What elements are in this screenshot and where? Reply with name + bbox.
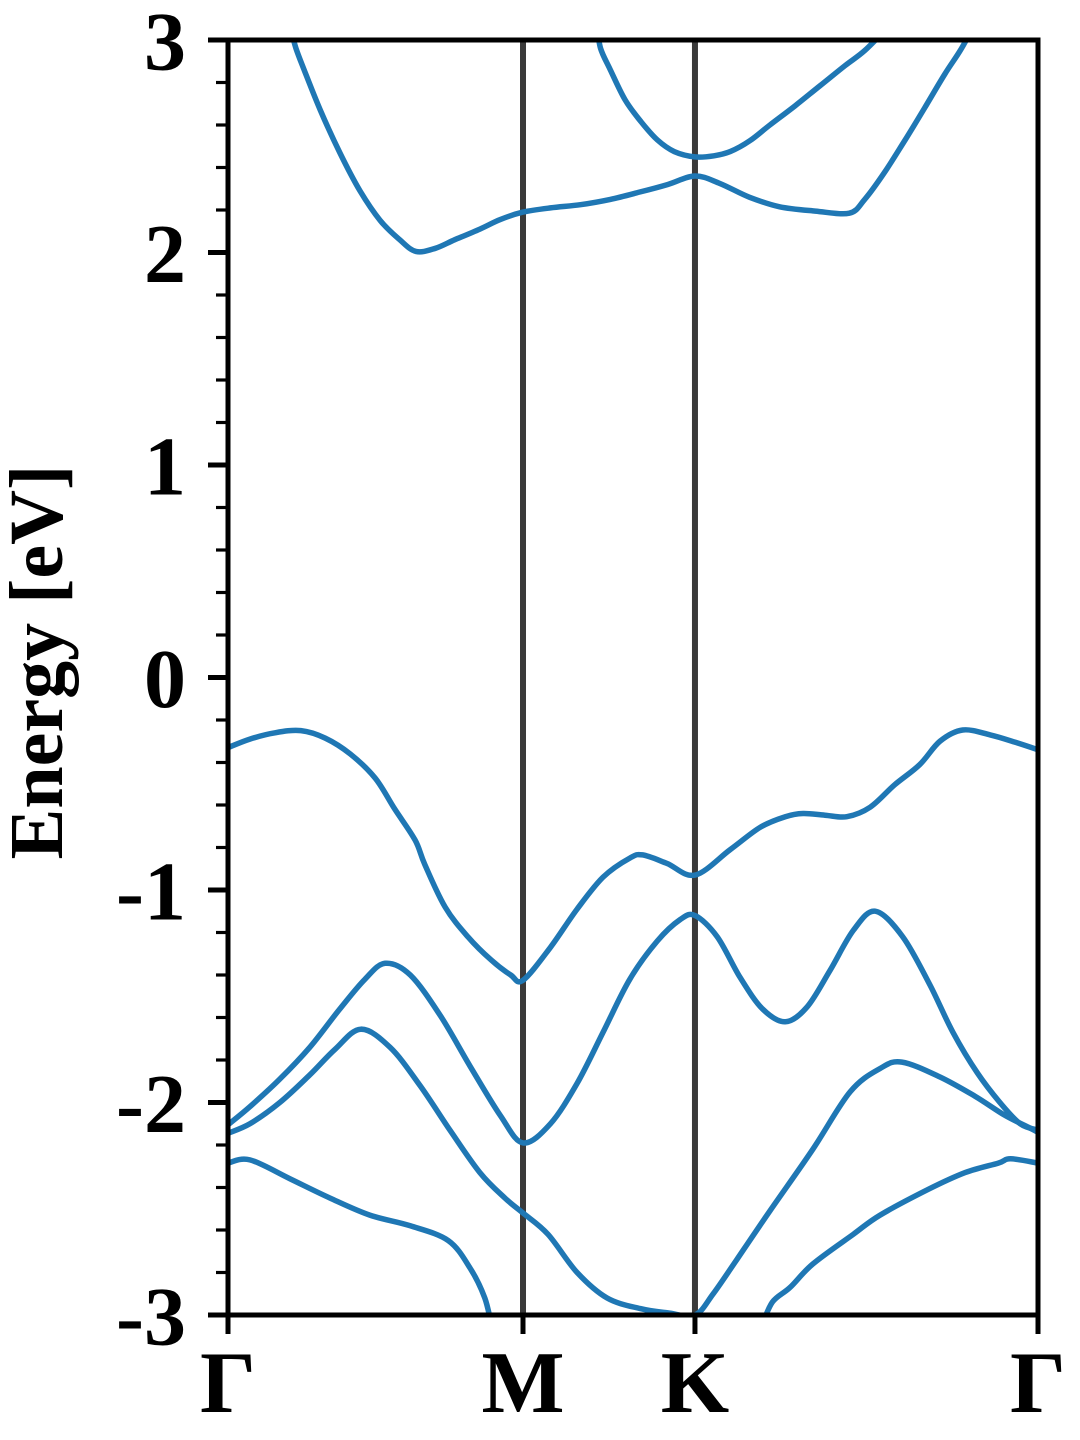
conduction-band-2-curve: [596, 40, 880, 160]
x-tick-label: K: [661, 1335, 729, 1432]
x-tick-label: Γ: [200, 1335, 256, 1432]
valence-band-1-curve: [228, 727, 1038, 985]
energy-bands: [228, 40, 1038, 1315]
x-tick-label: Γ: [1010, 1335, 1066, 1432]
y-tick-label: -1: [116, 845, 186, 938]
axes: [208, 37, 1041, 1334]
y-tick-label: -2: [116, 1058, 186, 1151]
y-tick-label: 3: [144, 0, 186, 88]
y-tick-label: 2: [144, 208, 186, 301]
y-tick-label: -3: [116, 1270, 186, 1363]
y-axis-label: Energy [eV]: [0, 465, 79, 860]
valence-band-2-curve: [228, 908, 1038, 1146]
y-tick-label: 0: [144, 633, 186, 726]
conduction-band-1-curve: [290, 40, 970, 255]
high-symmetry-lines: [520, 40, 698, 1315]
valence-band-4-curve: [762, 1156, 1038, 1315]
x-tick-label: M: [481, 1335, 564, 1432]
plot-frame: [225, 37, 1041, 1318]
valence-band-4-curve: [228, 1156, 493, 1315]
valence-band-3-curve: [228, 1026, 1038, 1315]
y-tick-label: 1: [144, 420, 186, 513]
